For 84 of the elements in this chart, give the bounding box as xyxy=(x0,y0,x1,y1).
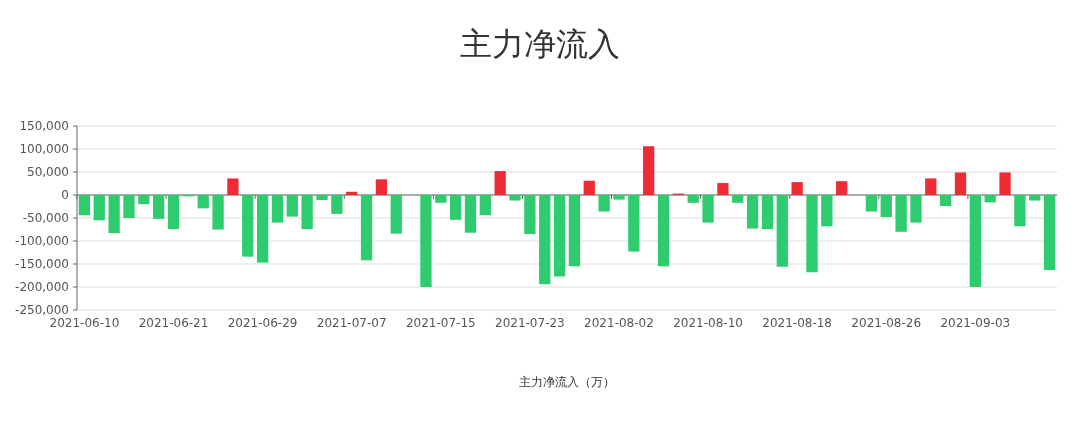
bar xyxy=(939,195,952,207)
bar xyxy=(153,195,165,219)
bar xyxy=(643,146,655,195)
bar xyxy=(925,178,937,195)
bar xyxy=(360,195,373,261)
bar xyxy=(331,195,343,214)
bar xyxy=(880,195,892,218)
x-tick-label: 2021-08-26 xyxy=(851,316,922,330)
bar xyxy=(628,195,640,252)
bar xyxy=(732,195,744,203)
bar xyxy=(910,195,922,223)
bar xyxy=(687,195,699,203)
bar xyxy=(568,195,581,267)
bar xyxy=(271,195,284,223)
bar xyxy=(598,195,610,212)
bar xyxy=(895,195,907,232)
bar xyxy=(821,195,833,227)
bar xyxy=(1014,195,1026,227)
bar xyxy=(167,195,180,230)
bar xyxy=(776,195,788,267)
y-tick-label: -50,000 xyxy=(22,211,69,225)
y-tick-label: 50,000 xyxy=(27,165,69,179)
bar xyxy=(123,195,135,218)
y-tick-label: 0 xyxy=(61,188,69,202)
x-tick-label: 2021-06-10 xyxy=(49,316,120,330)
x-tick-label: 2021-06-21 xyxy=(138,316,209,330)
bar xyxy=(420,195,432,287)
bar xyxy=(583,180,595,195)
bar xyxy=(702,195,714,223)
bar xyxy=(1029,195,1041,201)
bar xyxy=(539,195,551,285)
bar xyxy=(494,171,506,195)
bar xyxy=(657,195,670,267)
bar xyxy=(375,179,388,195)
bar xyxy=(717,183,729,195)
y-tick-label: 150,000 xyxy=(19,119,69,133)
chart-title: 主力净流入 xyxy=(460,25,620,63)
bar xyxy=(806,195,818,273)
bar xyxy=(984,195,996,203)
bar xyxy=(464,195,477,233)
bar xyxy=(761,195,774,230)
bar xyxy=(316,195,328,201)
bar xyxy=(969,195,981,287)
bar xyxy=(479,195,491,216)
bar xyxy=(836,181,848,195)
bar xyxy=(865,195,878,212)
y-tick-label: -100,000 xyxy=(15,234,69,248)
bar xyxy=(138,195,150,205)
x-tick-label: 2021-09-03 xyxy=(940,316,1011,330)
x-tick-label: 2021-08-18 xyxy=(762,316,833,330)
x-tick-label: 2021-07-15 xyxy=(405,316,476,330)
bar xyxy=(108,195,120,234)
x-tick-label: 2021-06-29 xyxy=(227,316,298,330)
x-tick-label: 2021-08-02 xyxy=(584,316,654,330)
bar xyxy=(999,172,1011,195)
y-tick-label: -150,000 xyxy=(15,257,69,271)
bar xyxy=(227,178,239,195)
bar xyxy=(509,195,521,201)
bar xyxy=(346,191,358,195)
bar xyxy=(449,195,462,220)
bar xyxy=(212,195,224,230)
bar xyxy=(390,195,402,234)
bar xyxy=(301,195,313,230)
bar xyxy=(286,195,298,217)
x-tick-label: 2021-08-10 xyxy=(673,316,743,330)
bar xyxy=(78,195,91,216)
bar xyxy=(524,195,536,235)
bar xyxy=(791,182,803,195)
x-tick-label: 2021-07-07 xyxy=(316,316,387,330)
bar xyxy=(746,195,759,229)
bar xyxy=(435,195,447,203)
bar xyxy=(256,195,269,263)
bar xyxy=(242,195,254,257)
bar xyxy=(553,195,566,277)
bar xyxy=(197,195,209,209)
bar xyxy=(1043,195,1056,270)
y-tick-label: -250,000 xyxy=(15,303,69,317)
bar xyxy=(954,172,967,195)
bar xyxy=(613,195,625,200)
y-tick-label: 100,000 xyxy=(19,142,69,156)
y-tick-label: -200,000 xyxy=(15,280,69,294)
x-tick-label: 2021-07-23 xyxy=(495,316,565,330)
x-axis-title: 主力净流入（万） xyxy=(519,375,615,389)
bar xyxy=(93,195,105,221)
